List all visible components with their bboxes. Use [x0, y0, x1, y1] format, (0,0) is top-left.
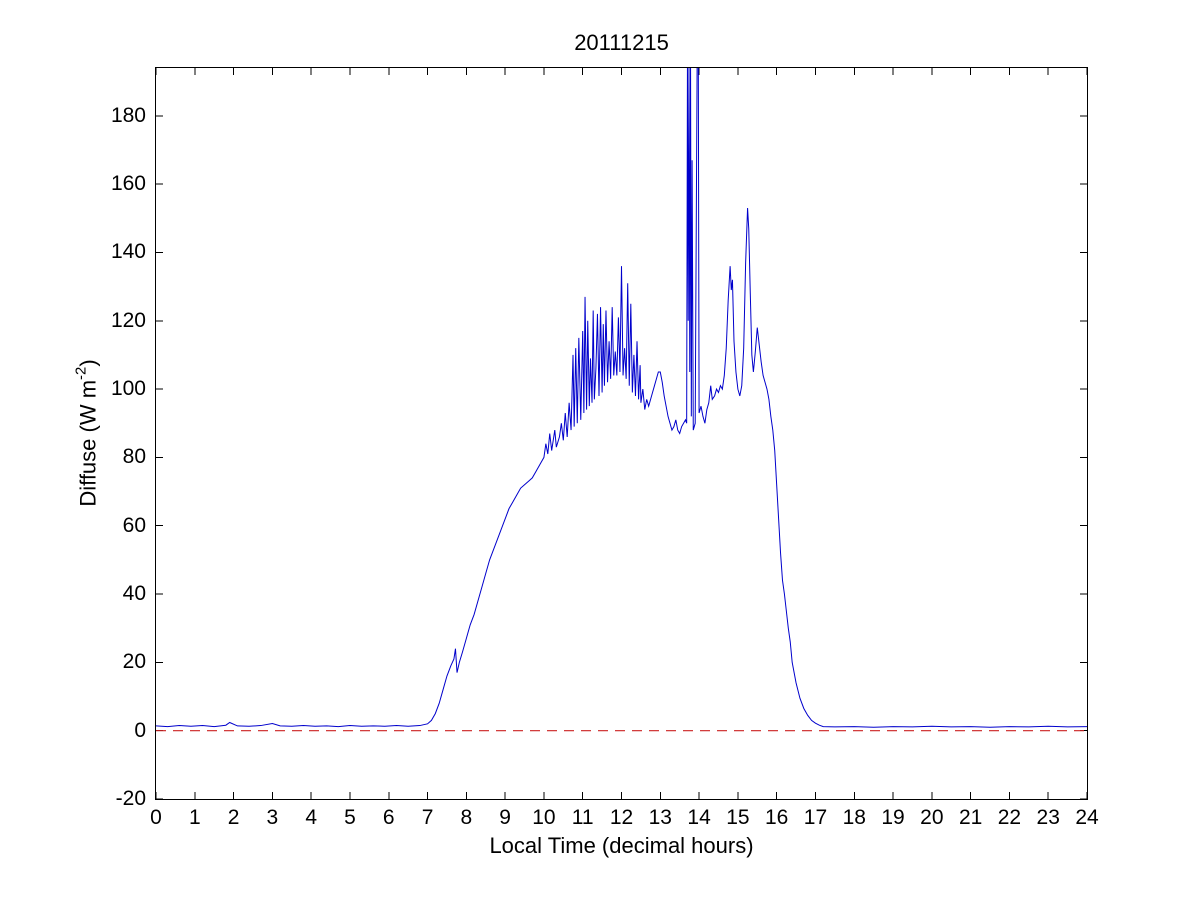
x-tick-label: 17: [803, 806, 828, 829]
y-axis-label-suffix: ): [75, 359, 101, 367]
x-tick-label: 2: [227, 806, 240, 829]
y-tick-label: 60: [122, 513, 146, 537]
y-tick-label: 0: [134, 718, 146, 742]
x-tick-label: 23: [1036, 806, 1060, 829]
x-tick-label: 24: [1075, 806, 1099, 829]
chart-title: 20111215: [574, 30, 669, 55]
x-tick-label: 19: [881, 806, 905, 829]
y-tick-label: 180: [110, 103, 146, 127]
x-tick-label: 16: [764, 806, 789, 829]
x-tick-label: 14: [687, 806, 711, 829]
x-tick-label: 6: [382, 806, 395, 829]
plot-box: [155, 67, 1088, 800]
x-tick-label: 3: [266, 806, 279, 829]
y-tick-label: 160: [110, 172, 146, 196]
plot-area: [156, 68, 1087, 799]
x-tick-label: 7: [421, 806, 434, 829]
x-tick-label: 15: [726, 806, 750, 829]
x-tick-label: 1: [188, 806, 201, 829]
y-axis-label-superscript: -2: [72, 366, 90, 380]
series-diffuse-irradiance: [156, 68, 1087, 728]
x-tick-label: 20: [920, 806, 944, 829]
x-tick-label: 4: [305, 806, 317, 829]
y-tick-label: 40: [122, 582, 146, 606]
x-tick-label: 12: [609, 806, 634, 829]
y-tick-label: -20: [115, 787, 146, 810]
x-tick-label: 11: [571, 806, 594, 829]
x-axis-label: Local Time (decimal hours): [489, 833, 754, 858]
y-axis-label-text: Diffuse (W m: [75, 379, 101, 507]
y-tick-label: 120: [110, 308, 146, 332]
x-tick-label: 8: [460, 806, 473, 829]
x-tick-label: 13: [648, 806, 672, 829]
y-tick-label: 80: [122, 445, 146, 469]
x-tick-label: 21: [958, 806, 983, 829]
y-tick-label: 100: [110, 377, 146, 401]
x-tick-label: 22: [997, 806, 1022, 829]
x-tick-label: 0: [150, 806, 162, 829]
x-tick-label: 9: [499, 806, 511, 829]
x-tick-label: 18: [842, 806, 866, 829]
x-tick-label: 10: [532, 806, 556, 829]
y-tick-label: 140: [110, 240, 146, 264]
y-axis-label: Diffuse (W m-2): [72, 359, 101, 507]
y-tick-label: 20: [122, 650, 146, 674]
x-tick-label: 5: [344, 806, 356, 829]
tick-marks: [156, 68, 1087, 799]
